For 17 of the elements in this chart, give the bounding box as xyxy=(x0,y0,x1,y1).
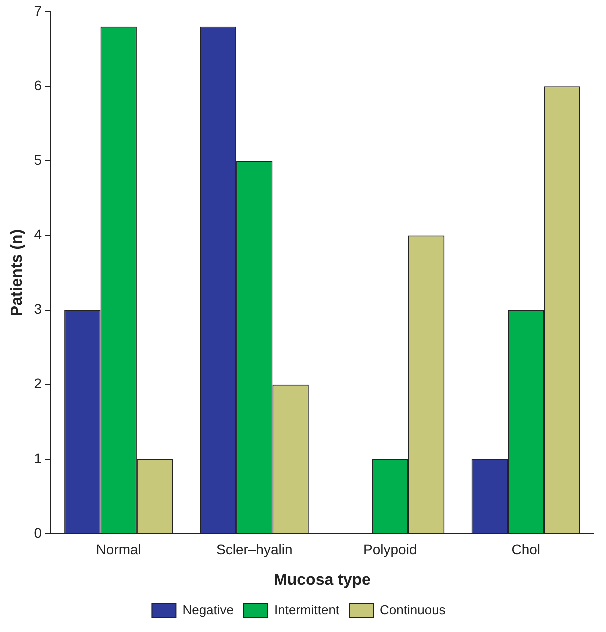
y-tick-label: 4 xyxy=(34,226,42,243)
legend-label: Intermittent xyxy=(274,602,340,618)
x-axis-title: Mucosa type xyxy=(274,572,372,589)
y-tick-label: 3 xyxy=(34,301,42,318)
x-tick-label: Normal xyxy=(96,541,142,558)
y-tick-label: 1 xyxy=(34,450,42,466)
y-axis-title: Patients (n) xyxy=(9,229,26,317)
x-tick-label: Chol xyxy=(512,541,541,558)
legend-label: Negative xyxy=(182,602,234,618)
legend-label: Continuous xyxy=(380,602,446,618)
y-tick-label: 6 xyxy=(34,77,42,94)
x-tick-label: Polypoid xyxy=(364,541,418,558)
x-tick-label: Scler–hyalin xyxy=(216,541,293,558)
y-tick-label: 7 xyxy=(34,2,42,19)
y-tick-label: 2 xyxy=(34,376,42,392)
y-tick-label: 5 xyxy=(34,152,42,168)
y-tick-label: 0 xyxy=(34,524,42,541)
